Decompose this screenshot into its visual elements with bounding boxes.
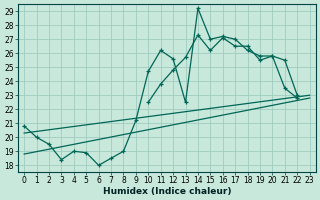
X-axis label: Humidex (Indice chaleur): Humidex (Indice chaleur) <box>103 187 231 196</box>
